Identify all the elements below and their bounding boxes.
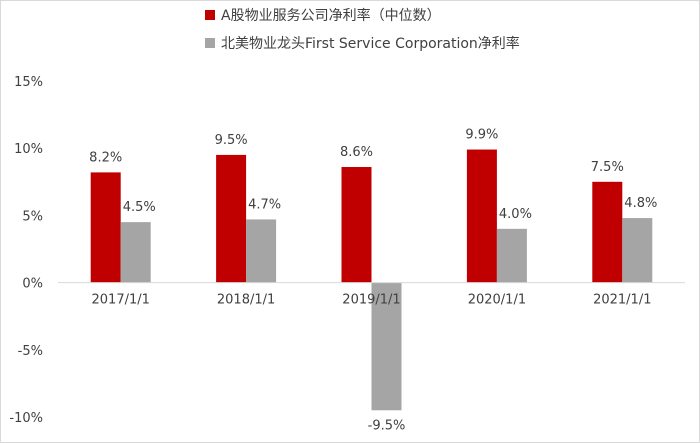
data-labels: 8.2% 4.5% 9.5% 4.7% 8.6% -9.5% 9.9% 4.0% 7.5% 4.8… xyxy=(89,128,657,434)
y-tick-label: -5% xyxy=(18,344,43,359)
y-tick-label: 15% xyxy=(14,75,43,90)
data-label-series-1: 8.2% xyxy=(89,150,122,165)
bar-series-1 xyxy=(341,167,372,283)
y-axis: 15% 10% 5% 0% -5% -10% xyxy=(9,75,43,426)
y-tick-label: 5% xyxy=(22,209,43,224)
bar-series-2 xyxy=(246,219,277,283)
data-label-series-2: -9.5% xyxy=(368,418,406,433)
data-label-series-1: 9.9% xyxy=(465,128,498,143)
bar-series-1 xyxy=(216,154,247,283)
bar-series-1 xyxy=(466,149,497,283)
x-category-label: 2020/1/1 xyxy=(468,293,526,308)
legend-label-series-1: A股物业服务公司净利率（中位数） xyxy=(221,7,441,24)
data-label-series-1: 9.5% xyxy=(215,133,248,148)
bar-series-2 xyxy=(622,218,653,283)
x-category-label: 2017/1/1 xyxy=(92,293,150,308)
legend-swatch-series-1 xyxy=(205,10,215,20)
legend-item-series-2: 北美物业龙头First Service Corporation净利率 xyxy=(205,35,520,52)
legend-item-series-1: A股物业服务公司净利率（中位数） xyxy=(205,7,441,24)
bar-series-1 xyxy=(592,181,623,283)
data-label-series-2: 4.7% xyxy=(248,197,281,212)
x-category-label: 2021/1/1 xyxy=(593,293,651,308)
legend-swatch-series-2 xyxy=(205,38,215,48)
bar-series-1 xyxy=(90,172,121,283)
data-label-series-2: 4.0% xyxy=(499,207,532,222)
data-label-series-1: 8.6% xyxy=(340,145,373,160)
legend-label-series-2: 北美物业龙头First Service Corporation净利率 xyxy=(221,35,520,52)
data-label-series-2: 4.5% xyxy=(123,200,156,215)
x-category-label: 2019/1/1 xyxy=(342,293,400,308)
bar-series-2 xyxy=(120,222,151,283)
x-axis: 2017/1/1 2018/1/1 2019/1/1 2020/1/1 2021/1/1 xyxy=(92,293,652,308)
legend: A股物业服务公司净利率（中位数） 北美物业龙头First Service Cor… xyxy=(205,7,520,52)
bar-series-2 xyxy=(496,228,527,283)
data-label-series-2: 4.8% xyxy=(624,196,657,211)
data-label-series-1: 7.5% xyxy=(591,160,624,175)
x-category-label: 2018/1/1 xyxy=(217,293,275,308)
bars xyxy=(90,149,653,411)
y-tick-label: 10% xyxy=(14,142,43,157)
y-tick-label: 0% xyxy=(22,277,43,292)
bar-series-2 xyxy=(371,282,402,411)
y-tick-label: -10% xyxy=(9,411,43,426)
